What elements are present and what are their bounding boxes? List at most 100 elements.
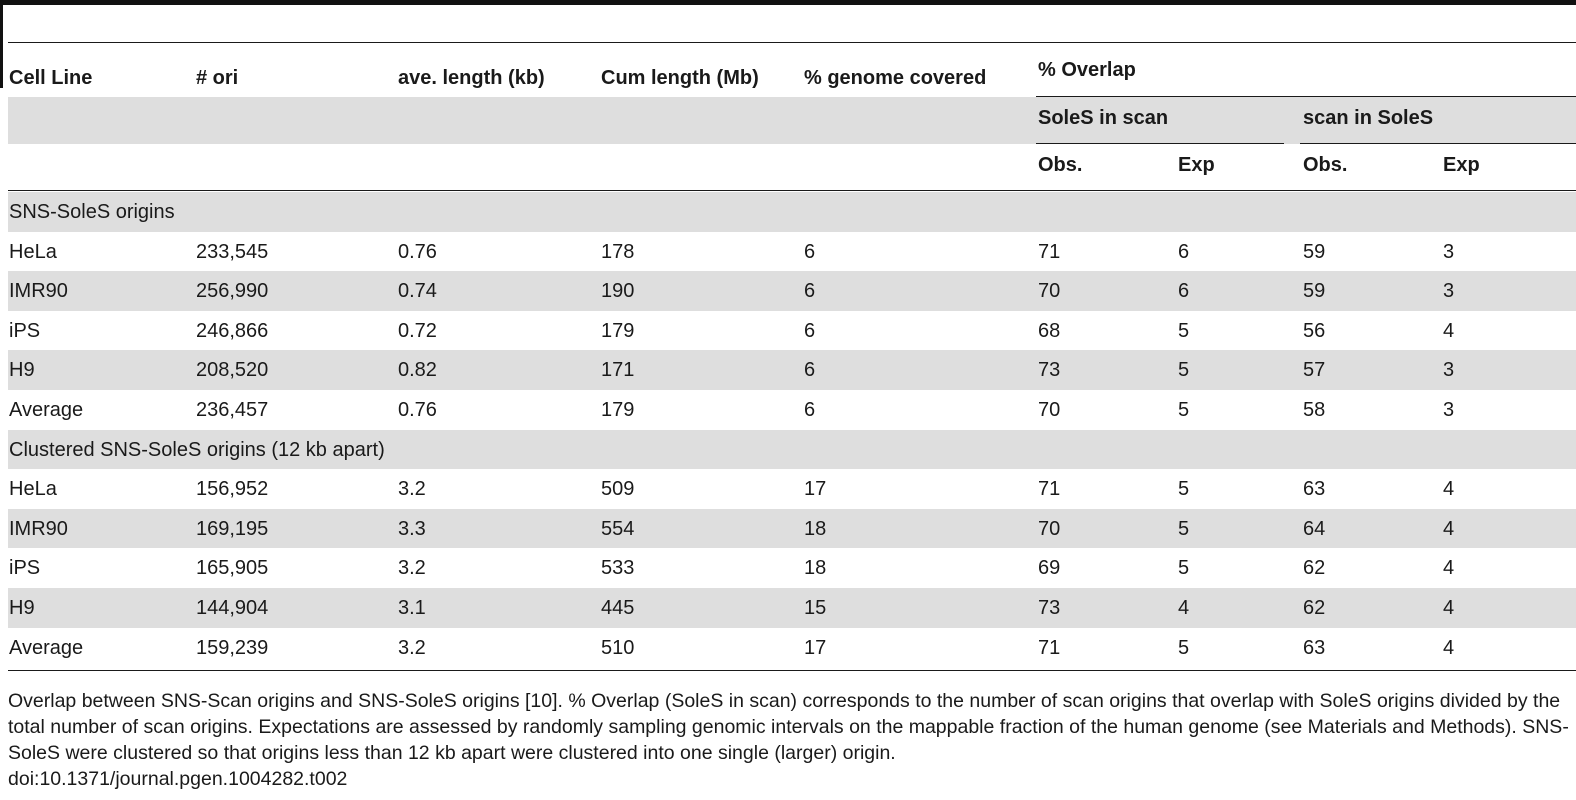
table-cell-genome-covered: 17 (804, 636, 827, 659)
section-band (8, 192, 1576, 232)
table-bottom-rule (8, 670, 1576, 671)
row-band (8, 271, 1576, 311)
table-cell-obs1: 70 (1038, 280, 1061, 303)
table-cell-n-ori: 236,457 (196, 399, 269, 421)
table-cell-n-ori: 169,195 (196, 517, 269, 540)
table-cell-obs1: 71 (1038, 636, 1061, 659)
row-band (8, 508, 1576, 549)
table-cell-cell-line: H9 (9, 597, 35, 619)
table-cell-cum-length: 179 (601, 319, 635, 342)
table-cell-cum-length: 554 (601, 517, 635, 540)
table-cell-exp1: 5 (1178, 557, 1190, 580)
table-cell-ave-length: 3.2 (398, 478, 426, 501)
table-cell-obs1: 70 (1038, 517, 1061, 540)
table-cell-obs2: 62 (1303, 557, 1326, 580)
table-cell-obs1: 71 (1038, 240, 1061, 263)
table-cell-obs1: 70 (1038, 399, 1061, 421)
table-cell-obs2: 64 (1303, 517, 1326, 540)
table-cell-genome-covered: 15 (804, 597, 827, 619)
table-cell-obs2: 63 (1303, 636, 1326, 659)
table-cell-cell-line: H9 (9, 359, 35, 382)
caption-doi: doi:10.1371/journal.pgen.1004282.t002 (8, 768, 348, 790)
section-title: SNS-SoleS origins (9, 201, 175, 223)
table-cell-cell-line: iPS (9, 557, 41, 580)
table-cell-genome-covered: 6 (804, 399, 816, 421)
table-cell-genome-covered: 6 (804, 280, 816, 303)
header-exp-1: Exp (1178, 154, 1215, 176)
overlap-rule (1036, 96, 1576, 97)
table-cell-cum-length: 533 (601, 557, 635, 580)
header-exp-2: Exp (1443, 154, 1480, 176)
table-cell-cum-length: 190 (601, 280, 635, 303)
table-cell-ave-length: 0.74 (398, 280, 437, 303)
table-cell-obs2: 56 (1303, 319, 1326, 342)
table-cell-exp2: 4 (1443, 557, 1455, 580)
table-cell-ave-length: 3.2 (398, 557, 426, 580)
header-top-rule (8, 42, 1576, 43)
table-cell-n-ori: 165,905 (196, 557, 269, 580)
table-cell-exp1: 5 (1178, 636, 1190, 659)
table-cell-exp1: 5 (1178, 478, 1190, 501)
table-cell-obs1: 69 (1038, 557, 1061, 580)
table-cell-exp1: 5 (1178, 359, 1190, 382)
scan-in-soles-rule (1300, 143, 1576, 144)
table-cell-obs1: 73 (1038, 359, 1061, 382)
table-cell-cum-length: 178 (601, 240, 635, 263)
header-obs-1: Obs. (1038, 154, 1083, 176)
table-cell-ave-length: 0.76 (398, 240, 437, 263)
header-obs-2: Obs. (1303, 154, 1348, 176)
header-ave-length: ave. length (kb) (398, 67, 545, 89)
header-bottom-rule (8, 190, 1576, 191)
table-top-rule (0, 0, 1576, 5)
table-cell-exp2: 4 (1443, 597, 1455, 619)
header-band (8, 97, 1576, 144)
table-cell-cell-line: HeLa (9, 240, 57, 263)
table-cell-n-ori: 208,520 (196, 359, 269, 382)
table-cell-cum-length: 179 (601, 399, 635, 421)
table-cell-cum-length: 171 (601, 359, 635, 382)
table-cell-obs2: 57 (1303, 359, 1326, 382)
table-left-rule (0, 0, 3, 88)
table-cell-cum-length: 509 (601, 478, 635, 501)
table-cell-obs1: 68 (1038, 319, 1061, 342)
header-cum-length: Cum length (Mb) (601, 67, 759, 89)
table-cell-genome-covered: 6 (804, 240, 816, 263)
table-cell-obs2: 62 (1303, 597, 1326, 619)
table-cell-exp2: 3 (1443, 359, 1455, 382)
table-cell-ave-length: 3.2 (398, 636, 426, 659)
row-band (8, 350, 1576, 390)
table-cell-obs1: 73 (1038, 597, 1061, 619)
table-caption: Overlap between SNS-Scan origins and SNS… (8, 688, 1573, 792)
table-cell-n-ori: 144,904 (196, 597, 269, 619)
table-cell-n-ori: 159,239 (196, 636, 269, 659)
table-cell-n-ori: 233,545 (196, 240, 269, 263)
table-cell-exp2: 3 (1443, 240, 1455, 263)
table-cell-ave-length: 0.82 (398, 359, 437, 382)
section-title: Clustered SNS-SoleS origins (12 kb apart… (9, 438, 385, 461)
table-cell-ave-length: 0.72 (398, 319, 437, 342)
table-cell-exp2: 3 (1443, 399, 1455, 421)
table-cell-cell-line: IMR90 (9, 517, 68, 540)
table-cell-exp2: 4 (1443, 517, 1455, 540)
table-cell-exp1: 6 (1178, 240, 1190, 263)
caption-text: Overlap between SNS-Scan origins and SNS… (8, 690, 1569, 764)
section-band (8, 429, 1576, 470)
table-cell-cell-line: IMR90 (9, 280, 68, 303)
table-cell-cell-line: HeLa (9, 478, 57, 501)
table-cell-obs2: 63 (1303, 478, 1326, 501)
table-cell-cum-length: 445 (601, 597, 635, 619)
table-cell-genome-covered: 17 (804, 478, 827, 501)
soles-in-scan-rule (1036, 143, 1284, 144)
table-cell-genome-covered: 18 (804, 517, 827, 540)
table-cell-exp1: 4 (1178, 597, 1190, 619)
table-cell-exp2: 4 (1443, 636, 1455, 659)
table-cell-genome-covered: 6 (804, 319, 816, 342)
table-cell-n-ori: 246,866 (196, 319, 269, 342)
table-cell-cell-line: iPS (9, 319, 41, 342)
header-overlap: % Overlap (1038, 59, 1136, 81)
header-soles-in-scan: SoleS in scan (1038, 107, 1169, 129)
row-band (8, 588, 1576, 628)
table-cell-ave-length: 3.1 (398, 597, 426, 619)
table-cell-cell-line: Average (9, 636, 84, 659)
table-cell-genome-covered: 6 (804, 359, 816, 382)
